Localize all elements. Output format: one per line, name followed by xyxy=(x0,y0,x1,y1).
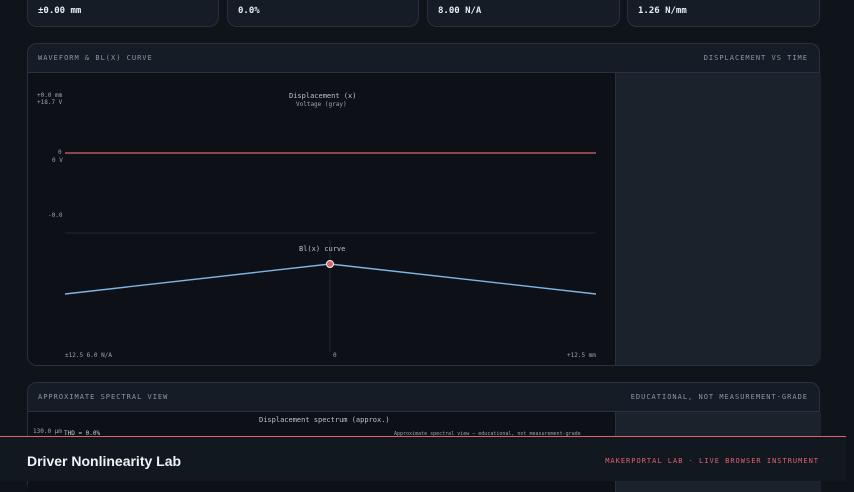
y-bottom-label: -0.0 xyxy=(48,212,63,219)
stat-card-stiffness: 1.26 N/mm xyxy=(627,0,820,27)
panel-header: WAVEFORM & BL(X) CURVE DISPLACEMENT VS T… xyxy=(28,44,819,73)
displacement-chart-title: Displacement (x) xyxy=(289,92,357,100)
stat-card-bl: 8.00 N/A xyxy=(427,0,620,27)
y-top-label: +0.0 mm xyxy=(37,92,63,99)
y-top-voltage-label: +18.7 V xyxy=(37,99,63,106)
zero-label: 0 xyxy=(58,149,62,156)
displacement-chart-subtitle: Voltage (gray) xyxy=(296,101,347,108)
bl-right-label: +12.5 mm xyxy=(567,352,596,359)
thd-label: THD = 0.0% xyxy=(64,430,101,437)
waveform-side-panel xyxy=(615,73,821,365)
waveform-plot-area xyxy=(28,73,615,365)
panel-subtitle: DISPLACEMENT VS TIME xyxy=(703,54,808,62)
stat-card-displacement: ±0.00 mm xyxy=(27,0,219,27)
zero-voltage-label: 0 V xyxy=(52,157,63,164)
app-title: Driver Nonlinearity Lab xyxy=(27,453,182,469)
stat-value: ±0.00 mm xyxy=(38,6,82,16)
panel-header: APPROXIMATE SPECTRAL VIEW EDUCATIONAL, N… xyxy=(28,383,819,412)
spectrum-note: Approximate spectral view — educational,… xyxy=(394,431,581,437)
panel-title: APPROXIMATE SPECTRAL VIEW xyxy=(38,393,169,401)
bl-left-label: ±12.5 6.0 N/A xyxy=(65,352,112,359)
footer-bar: Driver Nonlinearity Lab MAKERPORTAL LAB … xyxy=(0,436,846,481)
spectrum-chart-title: Displacement spectrum (approx.) xyxy=(259,416,390,424)
displacement-chart xyxy=(64,152,597,352)
panel-subtitle: EDUCATIONAL, NOT MEASUREMENT-GRADE xyxy=(630,393,808,401)
stat-value: 1.26 N/mm xyxy=(638,6,687,16)
bl-operating-point xyxy=(326,260,334,268)
panel-title: WAVEFORM & BL(X) CURVE xyxy=(38,54,153,62)
bl-chart-title: Bl(x) curve xyxy=(299,245,346,253)
stat-card-distortion: 0.0% xyxy=(227,0,419,27)
stat-value: 8.00 N/A xyxy=(438,6,482,16)
waveform-panel: WAVEFORM & BL(X) CURVE DISPLACEMENT VS T… xyxy=(27,43,821,366)
spectrum-y-top-label: 130.0 μm xyxy=(33,428,62,435)
bl-center-label: 0 xyxy=(333,352,337,359)
footer-tagline: MAKERPORTAL LAB · LIVE BROWSER INSTRUMEN… xyxy=(605,457,819,465)
stat-value: 0.0% xyxy=(238,6,260,16)
